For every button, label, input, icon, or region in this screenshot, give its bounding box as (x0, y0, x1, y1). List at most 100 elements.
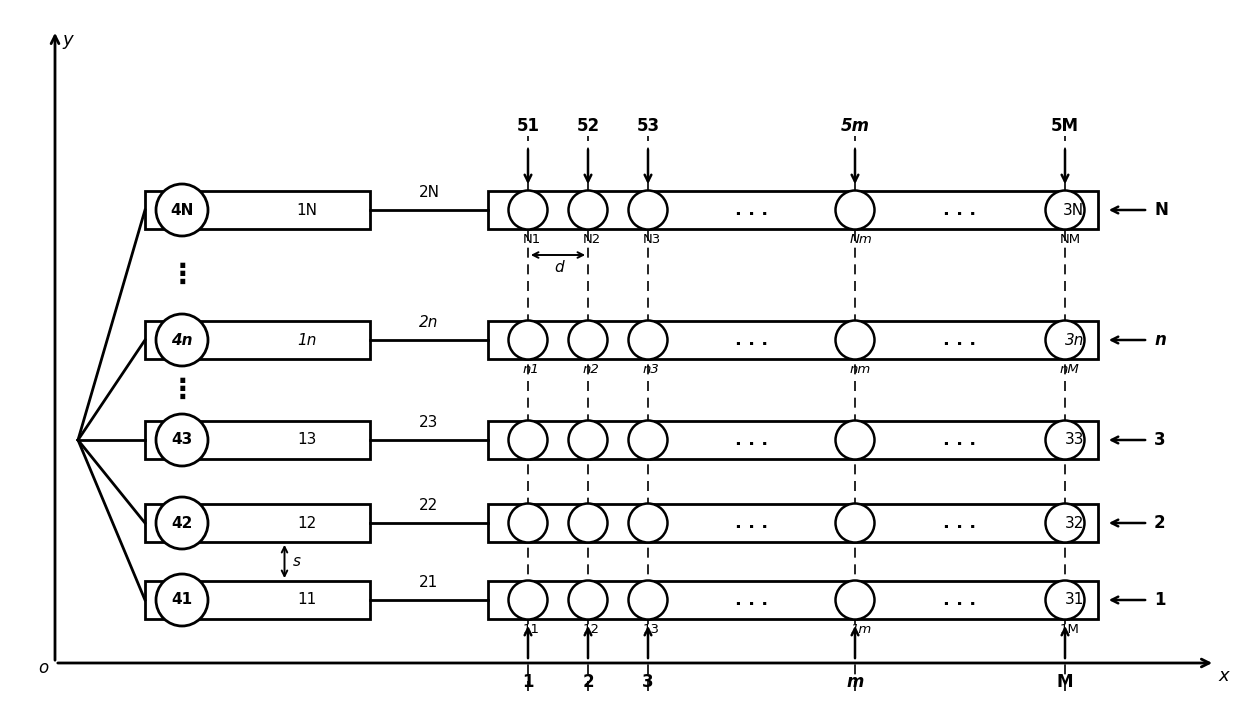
Text: nM: nM (1060, 363, 1080, 376)
Text: 3: 3 (642, 673, 653, 691)
Bar (145, 321, 370, 359)
Bar (489, 321, 1097, 359)
Text: 12: 12 (298, 515, 316, 530)
Circle shape (568, 190, 608, 230)
Text: . . .: . . . (944, 431, 977, 449)
Circle shape (629, 420, 667, 460)
Text: N1: N1 (523, 233, 541, 246)
Text: 4n: 4n (171, 333, 192, 348)
Circle shape (629, 321, 667, 360)
Text: n: n (1154, 331, 1166, 349)
Circle shape (508, 321, 548, 360)
Text: $s$: $s$ (293, 554, 303, 569)
Circle shape (1045, 503, 1085, 543)
Text: 12: 12 (583, 623, 600, 636)
Circle shape (836, 580, 874, 620)
Circle shape (568, 503, 608, 543)
Circle shape (568, 420, 608, 460)
Text: . . .: . . . (944, 201, 977, 219)
Bar (145, 191, 370, 229)
Text: 11: 11 (523, 623, 539, 636)
Text: 41: 41 (171, 592, 192, 608)
Text: 13: 13 (644, 623, 660, 636)
Text: 21: 21 (419, 575, 439, 590)
Text: 51: 51 (517, 117, 539, 135)
Text: 1n: 1n (298, 333, 316, 348)
Circle shape (836, 503, 874, 543)
Circle shape (156, 497, 208, 549)
Text: 3n: 3n (1065, 333, 1084, 348)
Text: 2: 2 (1154, 514, 1166, 532)
Text: 1N: 1N (296, 202, 317, 218)
Text: $o$: $o$ (38, 659, 50, 677)
Circle shape (629, 580, 667, 620)
Text: . . .: . . . (735, 591, 768, 609)
Text: 53: 53 (636, 117, 660, 135)
Circle shape (508, 420, 548, 460)
Circle shape (508, 580, 548, 620)
Text: 13: 13 (298, 432, 316, 448)
Text: 5m: 5m (841, 117, 869, 135)
Text: 1M: 1M (1060, 623, 1080, 636)
Text: 3N: 3N (1063, 202, 1084, 218)
Text: 31: 31 (1065, 592, 1084, 608)
Text: NM: NM (1060, 233, 1081, 246)
Text: $x$: $x$ (1218, 667, 1231, 685)
Text: N: N (1154, 201, 1168, 219)
Bar (489, 421, 1097, 459)
Circle shape (568, 580, 608, 620)
Text: n2: n2 (583, 363, 600, 376)
Text: 22: 22 (419, 498, 439, 513)
Text: n1: n1 (523, 363, 539, 376)
Text: 43: 43 (171, 432, 192, 448)
Text: 42: 42 (171, 515, 192, 530)
Bar (145, 421, 370, 459)
Circle shape (629, 190, 667, 230)
Text: 2: 2 (583, 673, 594, 691)
Bar (489, 191, 1097, 229)
Bar (489, 581, 1097, 619)
Text: $d$: $d$ (554, 259, 565, 275)
Circle shape (156, 184, 208, 236)
Text: 2N: 2N (419, 185, 439, 200)
Text: . . .: . . . (944, 514, 977, 532)
Text: 1: 1 (1154, 591, 1166, 609)
Text: 33: 33 (1064, 432, 1084, 448)
Text: . . .: . . . (735, 201, 768, 219)
Text: 11: 11 (298, 592, 316, 608)
Text: 1: 1 (522, 673, 533, 691)
Circle shape (156, 314, 208, 366)
Circle shape (836, 420, 874, 460)
Text: . . .: . . . (735, 331, 768, 349)
Text: $y$: $y$ (62, 33, 76, 51)
Bar (145, 504, 370, 542)
Circle shape (1045, 321, 1085, 360)
Text: 32: 32 (1065, 515, 1084, 530)
Text: 1m: 1m (849, 623, 872, 636)
Text: N3: N3 (644, 233, 661, 246)
Circle shape (1045, 190, 1085, 230)
Text: 3: 3 (1154, 431, 1166, 449)
Text: 2n: 2n (419, 315, 439, 330)
Text: ⋮: ⋮ (169, 376, 196, 404)
Circle shape (568, 321, 608, 360)
Text: . . .: . . . (735, 431, 768, 449)
Circle shape (508, 503, 548, 543)
Text: M: M (1056, 673, 1074, 691)
Circle shape (508, 190, 548, 230)
Circle shape (836, 321, 874, 360)
Circle shape (156, 574, 208, 626)
Text: 5M: 5M (1052, 117, 1079, 135)
Circle shape (836, 190, 874, 230)
Circle shape (629, 503, 667, 543)
Text: 52: 52 (577, 117, 600, 135)
Bar (145, 581, 370, 619)
Text: . . .: . . . (944, 591, 977, 609)
Circle shape (156, 414, 208, 466)
Text: . . .: . . . (944, 331, 977, 349)
Text: ⋮: ⋮ (169, 261, 196, 289)
Text: N2: N2 (583, 233, 601, 246)
Circle shape (1045, 420, 1085, 460)
Circle shape (1045, 580, 1085, 620)
Text: . . .: . . . (735, 514, 768, 532)
